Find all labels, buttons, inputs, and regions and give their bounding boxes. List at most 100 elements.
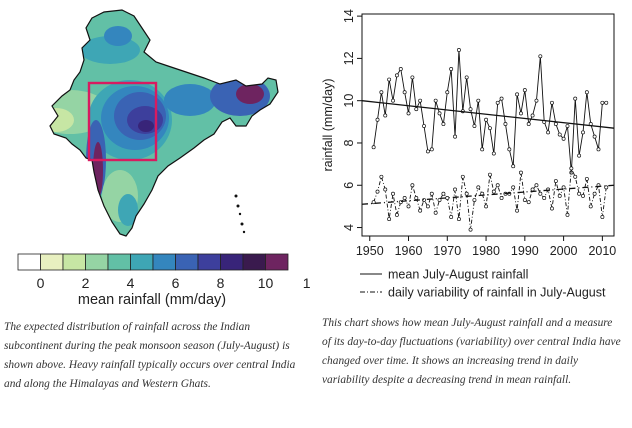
- data-point: [515, 208, 520, 213]
- colorbar-swatch: [130, 253, 154, 271]
- colorbar: [17, 253, 289, 271]
- data-point: [410, 183, 415, 188]
- data-point: [476, 185, 481, 190]
- colorbar-swatch: [242, 253, 266, 271]
- rainfall-field: [50, 10, 278, 236]
- data-point: [406, 111, 411, 116]
- data-point: [425, 204, 430, 209]
- data-point: [429, 147, 434, 152]
- data-point: [592, 134, 597, 139]
- data-point: [456, 47, 461, 52]
- data-point: [538, 191, 543, 196]
- data-point: [515, 92, 520, 97]
- x-tick-label: 2010: [588, 244, 616, 258]
- x-tick-label: 1970: [433, 244, 461, 258]
- data-point: [394, 73, 399, 78]
- data-point: [383, 113, 388, 118]
- data-point: [519, 111, 523, 116]
- y-axis-label: rainfall (mm/day): [321, 78, 335, 171]
- data-point: [565, 212, 570, 217]
- colorbar-swatch: [152, 253, 176, 271]
- data-point: [387, 217, 392, 222]
- colorbar-tick-label: 0: [37, 275, 45, 291]
- data-point: [557, 132, 562, 137]
- colorbar-tick-labels: 0 2 4 6 8 10 12: [37, 275, 319, 291]
- plot-frame: [361, 13, 615, 237]
- data-point: [414, 107, 419, 112]
- data-point: [546, 130, 551, 135]
- y-tick-label: 10: [342, 94, 356, 108]
- data-point: [468, 107, 473, 112]
- x-tick-label: 1980: [472, 244, 500, 258]
- data-point: [581, 193, 585, 198]
- rainfall-map-panel: 0 2 4 6 8 10 12 mean rainfall (mm/day) The exp…: [0, 0, 319, 428]
- data-point: [499, 96, 504, 101]
- data-point: [418, 208, 423, 213]
- data-point: [530, 113, 535, 118]
- data-point: [491, 151, 496, 156]
- data-point: [557, 193, 562, 198]
- data-point: [511, 185, 516, 190]
- data-point: [507, 147, 512, 152]
- colorbar-swatch: [220, 253, 244, 271]
- data-point: [491, 189, 496, 194]
- data-point: [437, 111, 442, 116]
- colorbar-swatch: [40, 253, 64, 271]
- data-point: [519, 170, 523, 175]
- data-point: [437, 198, 442, 203]
- legend-label-mean: mean July-August rainfall: [388, 268, 528, 282]
- data-point: [561, 185, 566, 190]
- data-point: [487, 126, 492, 131]
- data-point: [406, 204, 411, 209]
- data-point: [468, 227, 473, 232]
- data-point: [550, 206, 554, 211]
- island-dot: [238, 212, 242, 216]
- island-dot: [240, 222, 244, 226]
- data-point: [565, 124, 570, 129]
- legend: mean July-August rainfall daily variabil…: [360, 268, 606, 300]
- series-line-variability: [373, 166, 607, 230]
- data-point: [476, 98, 481, 103]
- data-point: [453, 187, 457, 192]
- colorbar-swatch: [17, 253, 41, 271]
- data-point: [588, 204, 593, 209]
- colorbar-tick-label: 8: [217, 275, 225, 291]
- data-point: [464, 75, 469, 80]
- data-point: [375, 189, 380, 194]
- rainfall-trend-chart: 1950 1960 1970 1980 1990 2000 2010 4 6 8 10 12 14 ra…: [321, 9, 616, 300]
- data-point: [499, 195, 504, 200]
- data-point: [569, 166, 574, 171]
- data-point: [425, 149, 430, 154]
- data-point: [503, 121, 508, 126]
- colorbar-swatch: [265, 253, 289, 271]
- data-point: [526, 121, 531, 126]
- data-point: [480, 147, 485, 152]
- colorbar-tick-label: 2: [82, 275, 90, 291]
- data-point: [487, 172, 492, 177]
- data-point: [511, 164, 516, 169]
- data-point: [375, 117, 380, 122]
- colorbar-swatch: [85, 253, 109, 271]
- data-point: [433, 98, 438, 103]
- data-point: [604, 185, 609, 190]
- data-point: [445, 90, 450, 95]
- data-point: [398, 67, 403, 71]
- data-point: [584, 176, 589, 181]
- data-point: [542, 195, 547, 200]
- x-tick-label: 1960: [395, 244, 423, 258]
- data-point: [371, 145, 376, 150]
- data-point: [495, 183, 500, 188]
- data-point: [410, 75, 415, 80]
- data-point: [573, 96, 578, 101]
- data-point: [526, 200, 531, 205]
- island-dot: [236, 204, 240, 208]
- y-tick-label: 6: [342, 182, 356, 189]
- data-point: [550, 100, 554, 105]
- data-point: [460, 174, 465, 179]
- data-point: [449, 67, 454, 71]
- data-point: [592, 191, 597, 196]
- data-point: [464, 191, 469, 196]
- data-point: [581, 130, 585, 135]
- data-point: [522, 198, 527, 203]
- chart-caption: This chart shows how mean July-August ra…: [322, 317, 621, 386]
